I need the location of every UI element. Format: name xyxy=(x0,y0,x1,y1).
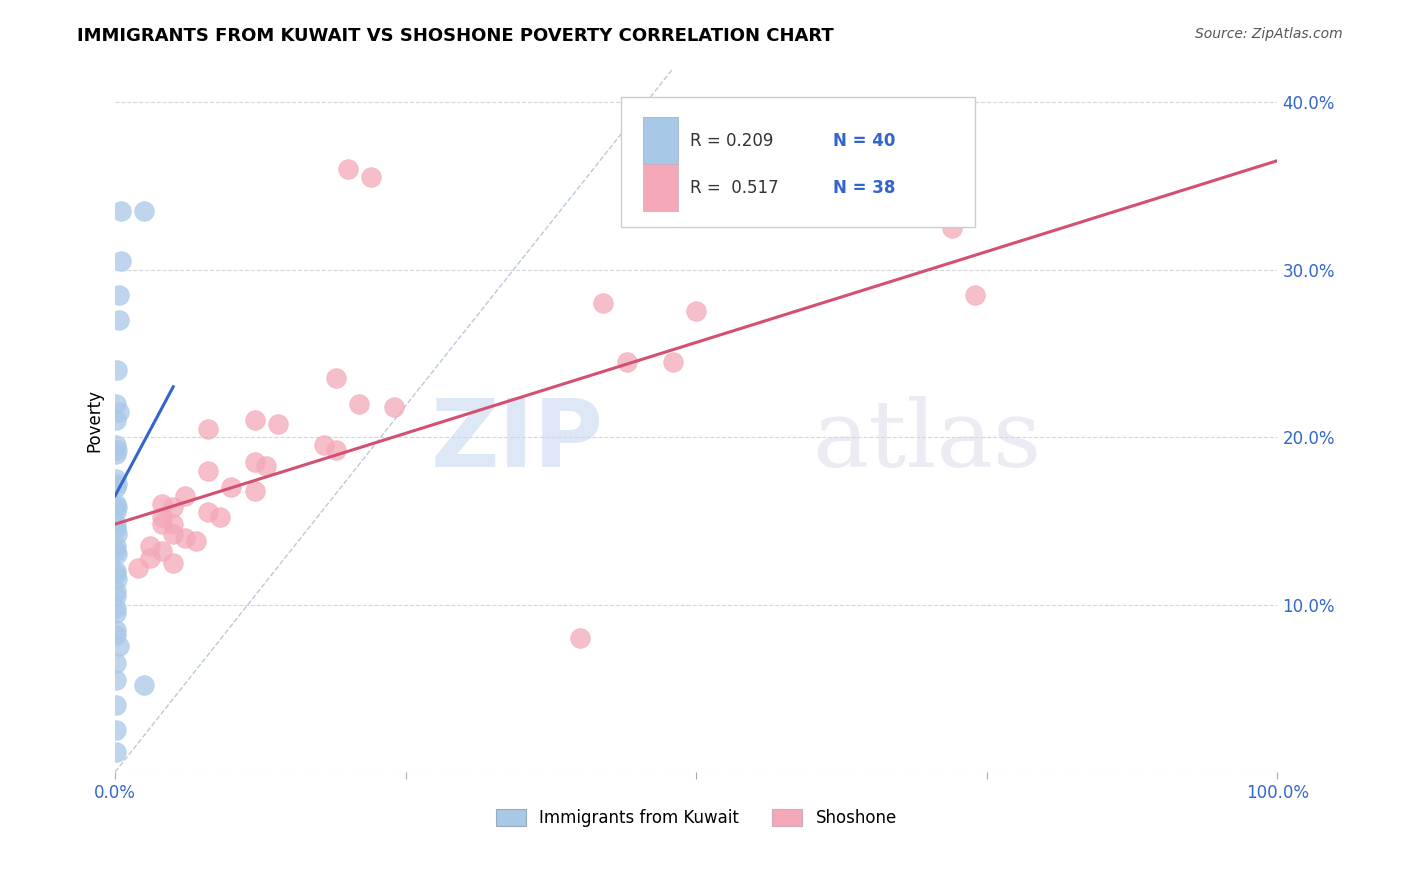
Point xyxy=(197,422,219,436)
Point xyxy=(150,544,173,558)
Point xyxy=(173,531,195,545)
Point xyxy=(127,560,149,574)
Point xyxy=(139,539,162,553)
Point xyxy=(107,363,129,377)
Point xyxy=(105,413,128,427)
Point xyxy=(162,500,184,515)
Point xyxy=(162,527,184,541)
Point xyxy=(360,170,382,185)
Point xyxy=(105,472,128,486)
Point xyxy=(107,573,129,587)
Point xyxy=(150,517,173,532)
Point xyxy=(105,539,128,553)
Point xyxy=(325,371,347,385)
Point xyxy=(186,533,208,548)
Point xyxy=(173,489,195,503)
Point xyxy=(107,287,129,301)
Point xyxy=(105,396,128,410)
Point xyxy=(941,220,963,235)
Text: N = 40: N = 40 xyxy=(834,132,896,150)
Point xyxy=(134,678,156,692)
Point xyxy=(382,400,405,414)
Y-axis label: Poverty: Poverty xyxy=(86,389,103,451)
Point xyxy=(243,413,266,427)
Point xyxy=(105,544,128,558)
Point xyxy=(105,438,128,452)
Text: ZIP: ZIP xyxy=(430,395,603,487)
Point xyxy=(105,522,128,536)
Point xyxy=(105,656,128,670)
Text: R = 0.209: R = 0.209 xyxy=(690,132,773,150)
Legend: Immigrants from Kuwait, Shoshone: Immigrants from Kuwait, Shoshone xyxy=(489,803,904,834)
Point xyxy=(243,455,266,469)
Point xyxy=(134,203,156,218)
Text: IMMIGRANTS FROM KUWAIT VS SHOSHONE POVERTY CORRELATION CHART: IMMIGRANTS FROM KUWAIT VS SHOSHONE POVER… xyxy=(77,27,834,45)
Point xyxy=(162,517,184,532)
Point xyxy=(314,438,336,452)
Point xyxy=(336,161,359,176)
Point xyxy=(105,673,128,687)
Point xyxy=(107,405,129,419)
Point xyxy=(105,564,128,578)
Point xyxy=(685,304,707,318)
Point xyxy=(105,606,128,620)
Point xyxy=(221,480,243,494)
Point xyxy=(150,510,173,524)
Point xyxy=(105,600,128,615)
Point xyxy=(243,483,266,498)
Point xyxy=(150,497,173,511)
Point xyxy=(105,447,128,461)
Point xyxy=(254,458,277,473)
FancyBboxPatch shape xyxy=(643,164,678,211)
Point xyxy=(107,500,129,515)
Text: N = 38: N = 38 xyxy=(834,178,896,197)
Point xyxy=(110,203,132,218)
Point xyxy=(110,254,132,268)
Point xyxy=(107,547,129,561)
Point xyxy=(325,443,347,458)
Point xyxy=(592,296,614,310)
Point xyxy=(105,698,128,712)
Point xyxy=(139,550,162,565)
FancyBboxPatch shape xyxy=(620,96,976,227)
Point xyxy=(197,505,219,519)
Point xyxy=(965,287,987,301)
Point xyxy=(662,354,685,368)
Point xyxy=(616,354,638,368)
Point xyxy=(105,584,128,599)
Point xyxy=(107,312,129,326)
Text: R =  0.517: R = 0.517 xyxy=(690,178,779,197)
Point xyxy=(208,510,231,524)
Point xyxy=(267,417,290,431)
FancyBboxPatch shape xyxy=(643,117,678,164)
Point xyxy=(197,464,219,478)
Point xyxy=(105,628,128,642)
Point xyxy=(105,745,128,759)
Point xyxy=(107,443,129,458)
Point xyxy=(569,631,592,645)
Point xyxy=(107,477,129,491)
Point xyxy=(347,396,370,410)
Text: atlas: atlas xyxy=(813,396,1042,486)
Point xyxy=(105,567,128,582)
Point xyxy=(107,640,129,654)
Point xyxy=(105,589,128,603)
Point xyxy=(105,480,128,494)
Point xyxy=(105,497,128,511)
Point xyxy=(107,527,129,541)
Point xyxy=(105,504,128,518)
Point xyxy=(105,517,128,532)
Point xyxy=(105,723,128,738)
Point xyxy=(105,623,128,637)
Text: Source: ZipAtlas.com: Source: ZipAtlas.com xyxy=(1195,27,1343,41)
Point xyxy=(162,556,184,570)
